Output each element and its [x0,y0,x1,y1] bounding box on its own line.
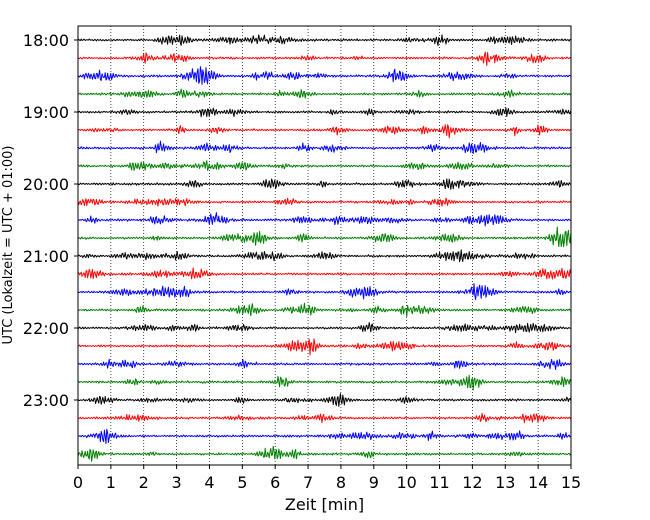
seismogram-trace [77,226,572,248]
seismogram-trace [77,338,572,356]
seismogram-trace [77,374,572,391]
seismogram-trace [77,212,572,227]
y-axis-ticks: 18:00 19:00 20:00 21:00 22:00 23:00 [23,31,78,410]
y-tick-label: 20:00 [23,175,69,194]
x-axis-ticks: 0 1 2 3 4 5 6 7 8 9 10 11 12 13 14 15 [73,465,581,492]
x-tick-label: 7 [303,473,313,492]
seismogram-trace [77,267,572,280]
seismogram-trace [77,412,572,424]
seismogram-trace [77,107,572,118]
x-tick-label: 1 [106,473,116,492]
x-tick-label: 8 [336,473,346,492]
seismogram-trace [77,249,571,263]
x-tick-label: 4 [204,473,214,492]
y-tick-label: 21:00 [23,247,69,266]
x-tick-label: 14 [528,473,548,492]
x-tick-label: 6 [270,473,280,492]
y-tick-label: 18:00 [23,31,69,50]
seismogram-trace [77,322,571,334]
seismogram-trace [77,66,572,86]
seismogram-trace [77,160,572,171]
seismogram-trace [77,283,572,301]
seismogram-trace [77,51,572,66]
y-tick-label: 23:00 [23,391,69,410]
trace-lines [77,34,572,462]
plot-background [78,26,571,465]
seismogram-trace [77,88,572,99]
x-tick-label: 15 [561,473,581,492]
x-tick-label: 2 [139,473,149,492]
x-tick-label: 11 [429,473,449,492]
seismogram-trace [77,358,572,371]
x-tick-label: 13 [495,473,515,492]
plot-frame [77,25,572,466]
seismogram-trace [77,393,572,407]
seismogram-trace [77,302,572,317]
x-tick-label: 0 [73,473,83,492]
x-tick-label: 10 [396,473,416,492]
seismogram-trace [77,124,572,139]
grid-lines [110,26,539,465]
seismogram-trace [77,140,571,154]
x-tick-label: 5 [237,473,247,492]
seismogram-trace [77,445,572,462]
y-tick-label: 22:00 [23,319,69,338]
x-tick-label: 9 [369,473,379,492]
seismogram-trace [77,178,572,190]
x-tick-label: 3 [172,473,182,492]
seismogram-trace [77,34,571,47]
x-tick-label: 12 [462,473,482,492]
seismogram-trace [77,428,571,444]
y-axis-label: UTC (Lokalzeit = UTC + 01:00) [1,146,16,345]
x-axis-label: Zeit [min] [285,495,364,514]
seismogram-trace [77,197,572,207]
y-tick-label: 19:00 [23,103,69,122]
